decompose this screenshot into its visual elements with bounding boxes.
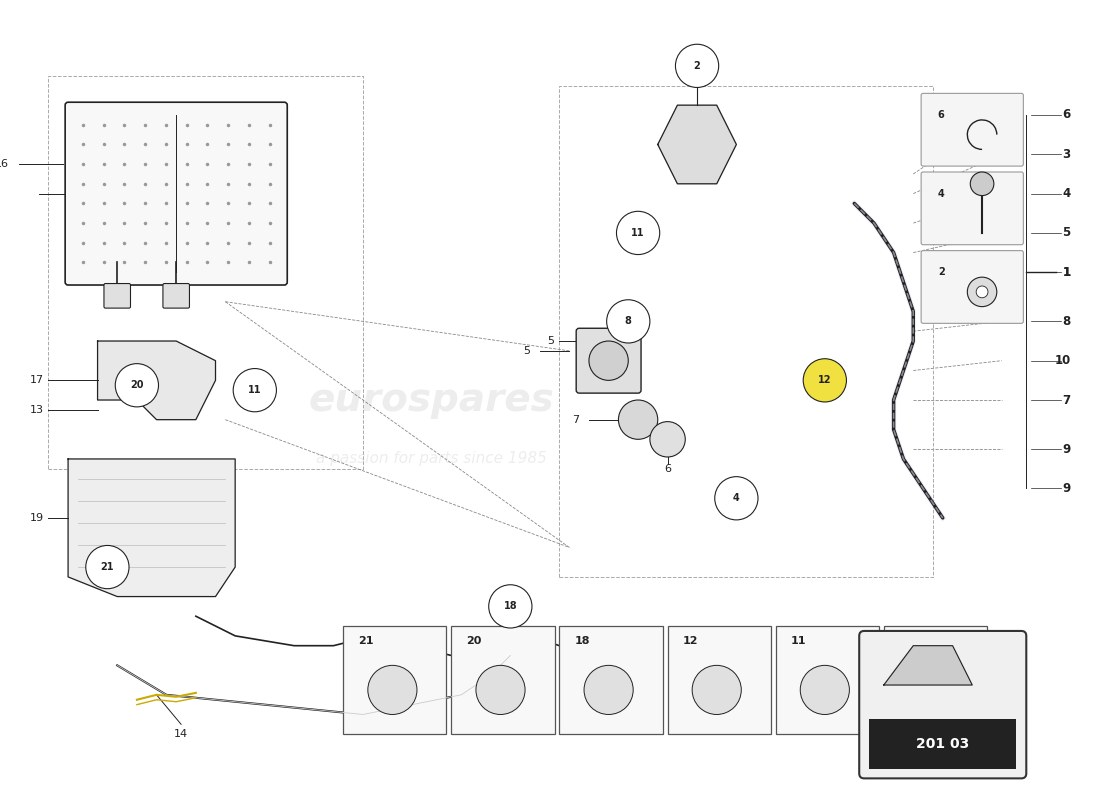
Text: 7: 7 <box>1063 394 1070 406</box>
Polygon shape <box>98 341 216 420</box>
Circle shape <box>616 211 660 254</box>
Circle shape <box>909 666 957 714</box>
FancyBboxPatch shape <box>104 283 131 308</box>
Text: 11: 11 <box>791 636 806 646</box>
Circle shape <box>715 477 758 520</box>
Text: 11: 11 <box>631 228 645 238</box>
Text: 2: 2 <box>938 267 945 278</box>
Circle shape <box>488 585 532 628</box>
Text: 13: 13 <box>30 405 44 415</box>
Text: 6: 6 <box>664 464 671 474</box>
FancyBboxPatch shape <box>668 626 771 734</box>
Circle shape <box>650 422 685 457</box>
Circle shape <box>584 666 634 714</box>
Circle shape <box>801 666 849 714</box>
Text: 5: 5 <box>522 346 530 356</box>
Text: 1: 1 <box>1063 266 1070 278</box>
Text: 6: 6 <box>1063 109 1070 122</box>
Text: 19: 19 <box>30 513 44 523</box>
FancyBboxPatch shape <box>65 102 287 285</box>
Text: 20: 20 <box>130 380 144 390</box>
FancyBboxPatch shape <box>451 626 554 734</box>
Text: 8: 8 <box>1063 315 1070 328</box>
Text: 10: 10 <box>1054 354 1070 367</box>
Text: 2: 2 <box>694 61 701 71</box>
FancyBboxPatch shape <box>921 250 1023 323</box>
Polygon shape <box>658 105 736 184</box>
FancyBboxPatch shape <box>859 631 1026 778</box>
FancyBboxPatch shape <box>921 172 1023 245</box>
Text: 4: 4 <box>938 189 945 198</box>
FancyBboxPatch shape <box>776 626 879 734</box>
Circle shape <box>116 364 158 407</box>
Polygon shape <box>68 459 235 597</box>
Circle shape <box>692 666 741 714</box>
Circle shape <box>367 666 417 714</box>
FancyBboxPatch shape <box>163 283 189 308</box>
Text: eurospares: eurospares <box>309 381 554 419</box>
Text: 3: 3 <box>1063 148 1070 161</box>
FancyBboxPatch shape <box>921 94 1023 166</box>
Text: 15: 15 <box>434 690 449 700</box>
Text: 21: 21 <box>358 636 374 646</box>
Text: 5: 5 <box>548 336 554 346</box>
Circle shape <box>618 400 658 439</box>
Text: 9: 9 <box>1063 442 1070 456</box>
Text: 14: 14 <box>174 729 188 739</box>
FancyBboxPatch shape <box>560 626 662 734</box>
Text: a passion for parts since 1985: a passion for parts since 1985 <box>317 451 547 466</box>
Text: 9: 9 <box>615 341 622 351</box>
Text: 1: 1 <box>1063 266 1070 278</box>
Text: 21: 21 <box>100 562 114 572</box>
FancyBboxPatch shape <box>576 328 641 393</box>
Circle shape <box>588 341 628 380</box>
FancyBboxPatch shape <box>883 626 987 734</box>
Text: 12: 12 <box>682 636 697 646</box>
Circle shape <box>976 286 988 298</box>
Text: 18: 18 <box>574 636 590 646</box>
Text: 6: 6 <box>938 110 945 120</box>
Circle shape <box>675 44 718 87</box>
Text: 12: 12 <box>818 375 832 386</box>
Text: 5: 5 <box>1063 226 1070 239</box>
Circle shape <box>606 300 650 343</box>
Text: 201 03: 201 03 <box>916 737 969 751</box>
Text: 17: 17 <box>30 375 44 386</box>
Text: 11: 11 <box>249 385 262 395</box>
Circle shape <box>233 369 276 412</box>
Circle shape <box>86 546 129 589</box>
Circle shape <box>970 172 994 195</box>
Text: 4: 4 <box>733 494 739 503</box>
Text: 20: 20 <box>466 636 482 646</box>
Text: 4: 4 <box>1063 187 1070 200</box>
Text: 16: 16 <box>0 159 9 169</box>
Text: 8: 8 <box>625 316 631 326</box>
Polygon shape <box>883 646 972 685</box>
Text: 8: 8 <box>899 636 906 646</box>
Circle shape <box>803 358 846 402</box>
Circle shape <box>967 277 997 306</box>
Text: 18: 18 <box>504 602 517 611</box>
FancyBboxPatch shape <box>343 626 447 734</box>
Circle shape <box>476 666 525 714</box>
Text: 9: 9 <box>1063 482 1070 495</box>
FancyBboxPatch shape <box>869 719 1016 769</box>
Text: 7: 7 <box>572 414 579 425</box>
